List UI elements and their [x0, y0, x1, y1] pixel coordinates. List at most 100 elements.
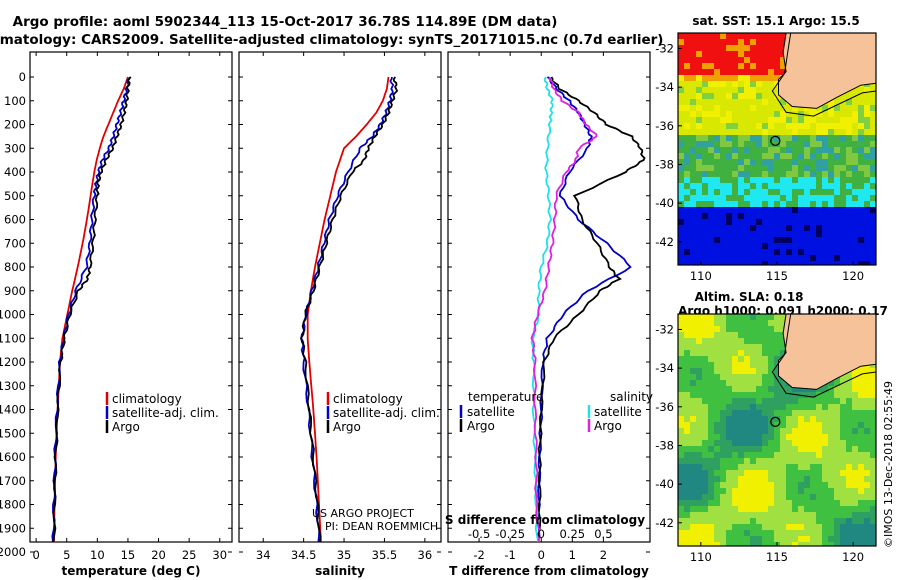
map-cell	[858, 87, 864, 93]
map-cell	[870, 153, 876, 159]
map-cell	[786, 464, 792, 470]
map-cell	[816, 530, 822, 536]
map-cell	[744, 81, 750, 87]
map-cell	[756, 428, 762, 434]
map-cell	[780, 231, 786, 237]
map-cell	[726, 386, 732, 392]
map-cell	[690, 99, 696, 105]
map-cell	[690, 207, 696, 213]
map-cell	[726, 99, 732, 105]
map-cell	[846, 446, 852, 452]
map-cell	[720, 141, 726, 147]
map-cell	[810, 404, 816, 410]
lat-tick-label: -38	[655, 438, 674, 452]
map-cell	[714, 141, 720, 147]
map-cell	[822, 225, 828, 231]
map-cell	[804, 482, 810, 488]
map-cell	[786, 386, 792, 392]
map-cell	[762, 123, 768, 129]
map-cell	[834, 135, 840, 141]
map-cell	[690, 57, 696, 63]
map-cell	[834, 530, 840, 536]
map-cell	[744, 165, 750, 171]
map-cell	[714, 512, 720, 518]
map-cell	[684, 512, 690, 518]
map-cell	[774, 338, 780, 344]
map-cell	[786, 243, 792, 249]
map-cell	[804, 147, 810, 153]
map-cell	[714, 129, 720, 135]
map-cell	[768, 183, 774, 189]
map-cell	[750, 416, 756, 422]
map-cell	[738, 482, 744, 488]
map-cell	[738, 213, 744, 219]
map-cell	[678, 464, 684, 470]
map-cell	[762, 63, 768, 69]
map-cell	[732, 464, 738, 470]
map-cell	[696, 99, 702, 105]
map-cell	[774, 141, 780, 147]
map-cell	[744, 195, 750, 201]
map-cell	[774, 512, 780, 518]
map-cell	[864, 255, 870, 261]
map-cell	[690, 530, 696, 536]
map-cell	[786, 135, 792, 141]
map-cell	[738, 63, 744, 69]
map-cell	[774, 350, 780, 356]
map-cell	[774, 231, 780, 237]
map-cell	[864, 470, 870, 476]
map-cell	[840, 195, 846, 201]
x-tick-label: 30	[212, 548, 227, 562]
map-cell	[678, 524, 684, 530]
map-cell	[726, 111, 732, 117]
map-cell	[714, 201, 720, 207]
map-cell	[684, 195, 690, 201]
map-cell	[870, 464, 876, 470]
map-cell	[792, 165, 798, 171]
map-cell	[870, 135, 876, 141]
map-cell	[786, 410, 792, 416]
map-cell	[762, 33, 768, 39]
map-cell	[846, 225, 852, 231]
map-cell	[702, 129, 708, 135]
map-cell	[816, 117, 822, 123]
map-cell	[738, 374, 744, 380]
map-cell	[678, 81, 684, 87]
map-cell	[780, 159, 786, 165]
map-cell	[762, 428, 768, 434]
map-cell	[864, 237, 870, 243]
map-cell	[708, 524, 714, 530]
legend-salinity-heading: salinity	[610, 390, 653, 404]
map-cell	[822, 446, 828, 452]
map-cell	[708, 338, 714, 344]
map-cell	[780, 39, 786, 45]
map-cell	[720, 458, 726, 464]
map-cell	[804, 536, 810, 542]
map-cell	[786, 129, 792, 135]
map-cell	[708, 153, 714, 159]
map-cell	[768, 39, 774, 45]
map-cell	[744, 141, 750, 147]
map-cell	[744, 213, 750, 219]
map-cell	[864, 183, 870, 189]
map-cell	[768, 500, 774, 506]
map-cell	[732, 368, 738, 374]
map-cell	[684, 69, 690, 75]
map-cell	[804, 261, 810, 265]
map-cell	[858, 368, 864, 374]
map-cell	[768, 458, 774, 464]
map-cell	[768, 207, 774, 213]
map-cell	[738, 237, 744, 243]
map-cell	[858, 386, 864, 392]
map-cell	[840, 434, 846, 440]
map-cell	[768, 416, 774, 422]
map-cell	[684, 362, 690, 368]
map-cell	[798, 255, 804, 261]
map-cell	[816, 434, 822, 440]
map-cell	[864, 177, 870, 183]
map-cell	[786, 213, 792, 219]
map-cell	[768, 51, 774, 57]
map-cell	[708, 237, 714, 243]
map-cell	[816, 249, 822, 255]
map-cell	[846, 506, 852, 512]
